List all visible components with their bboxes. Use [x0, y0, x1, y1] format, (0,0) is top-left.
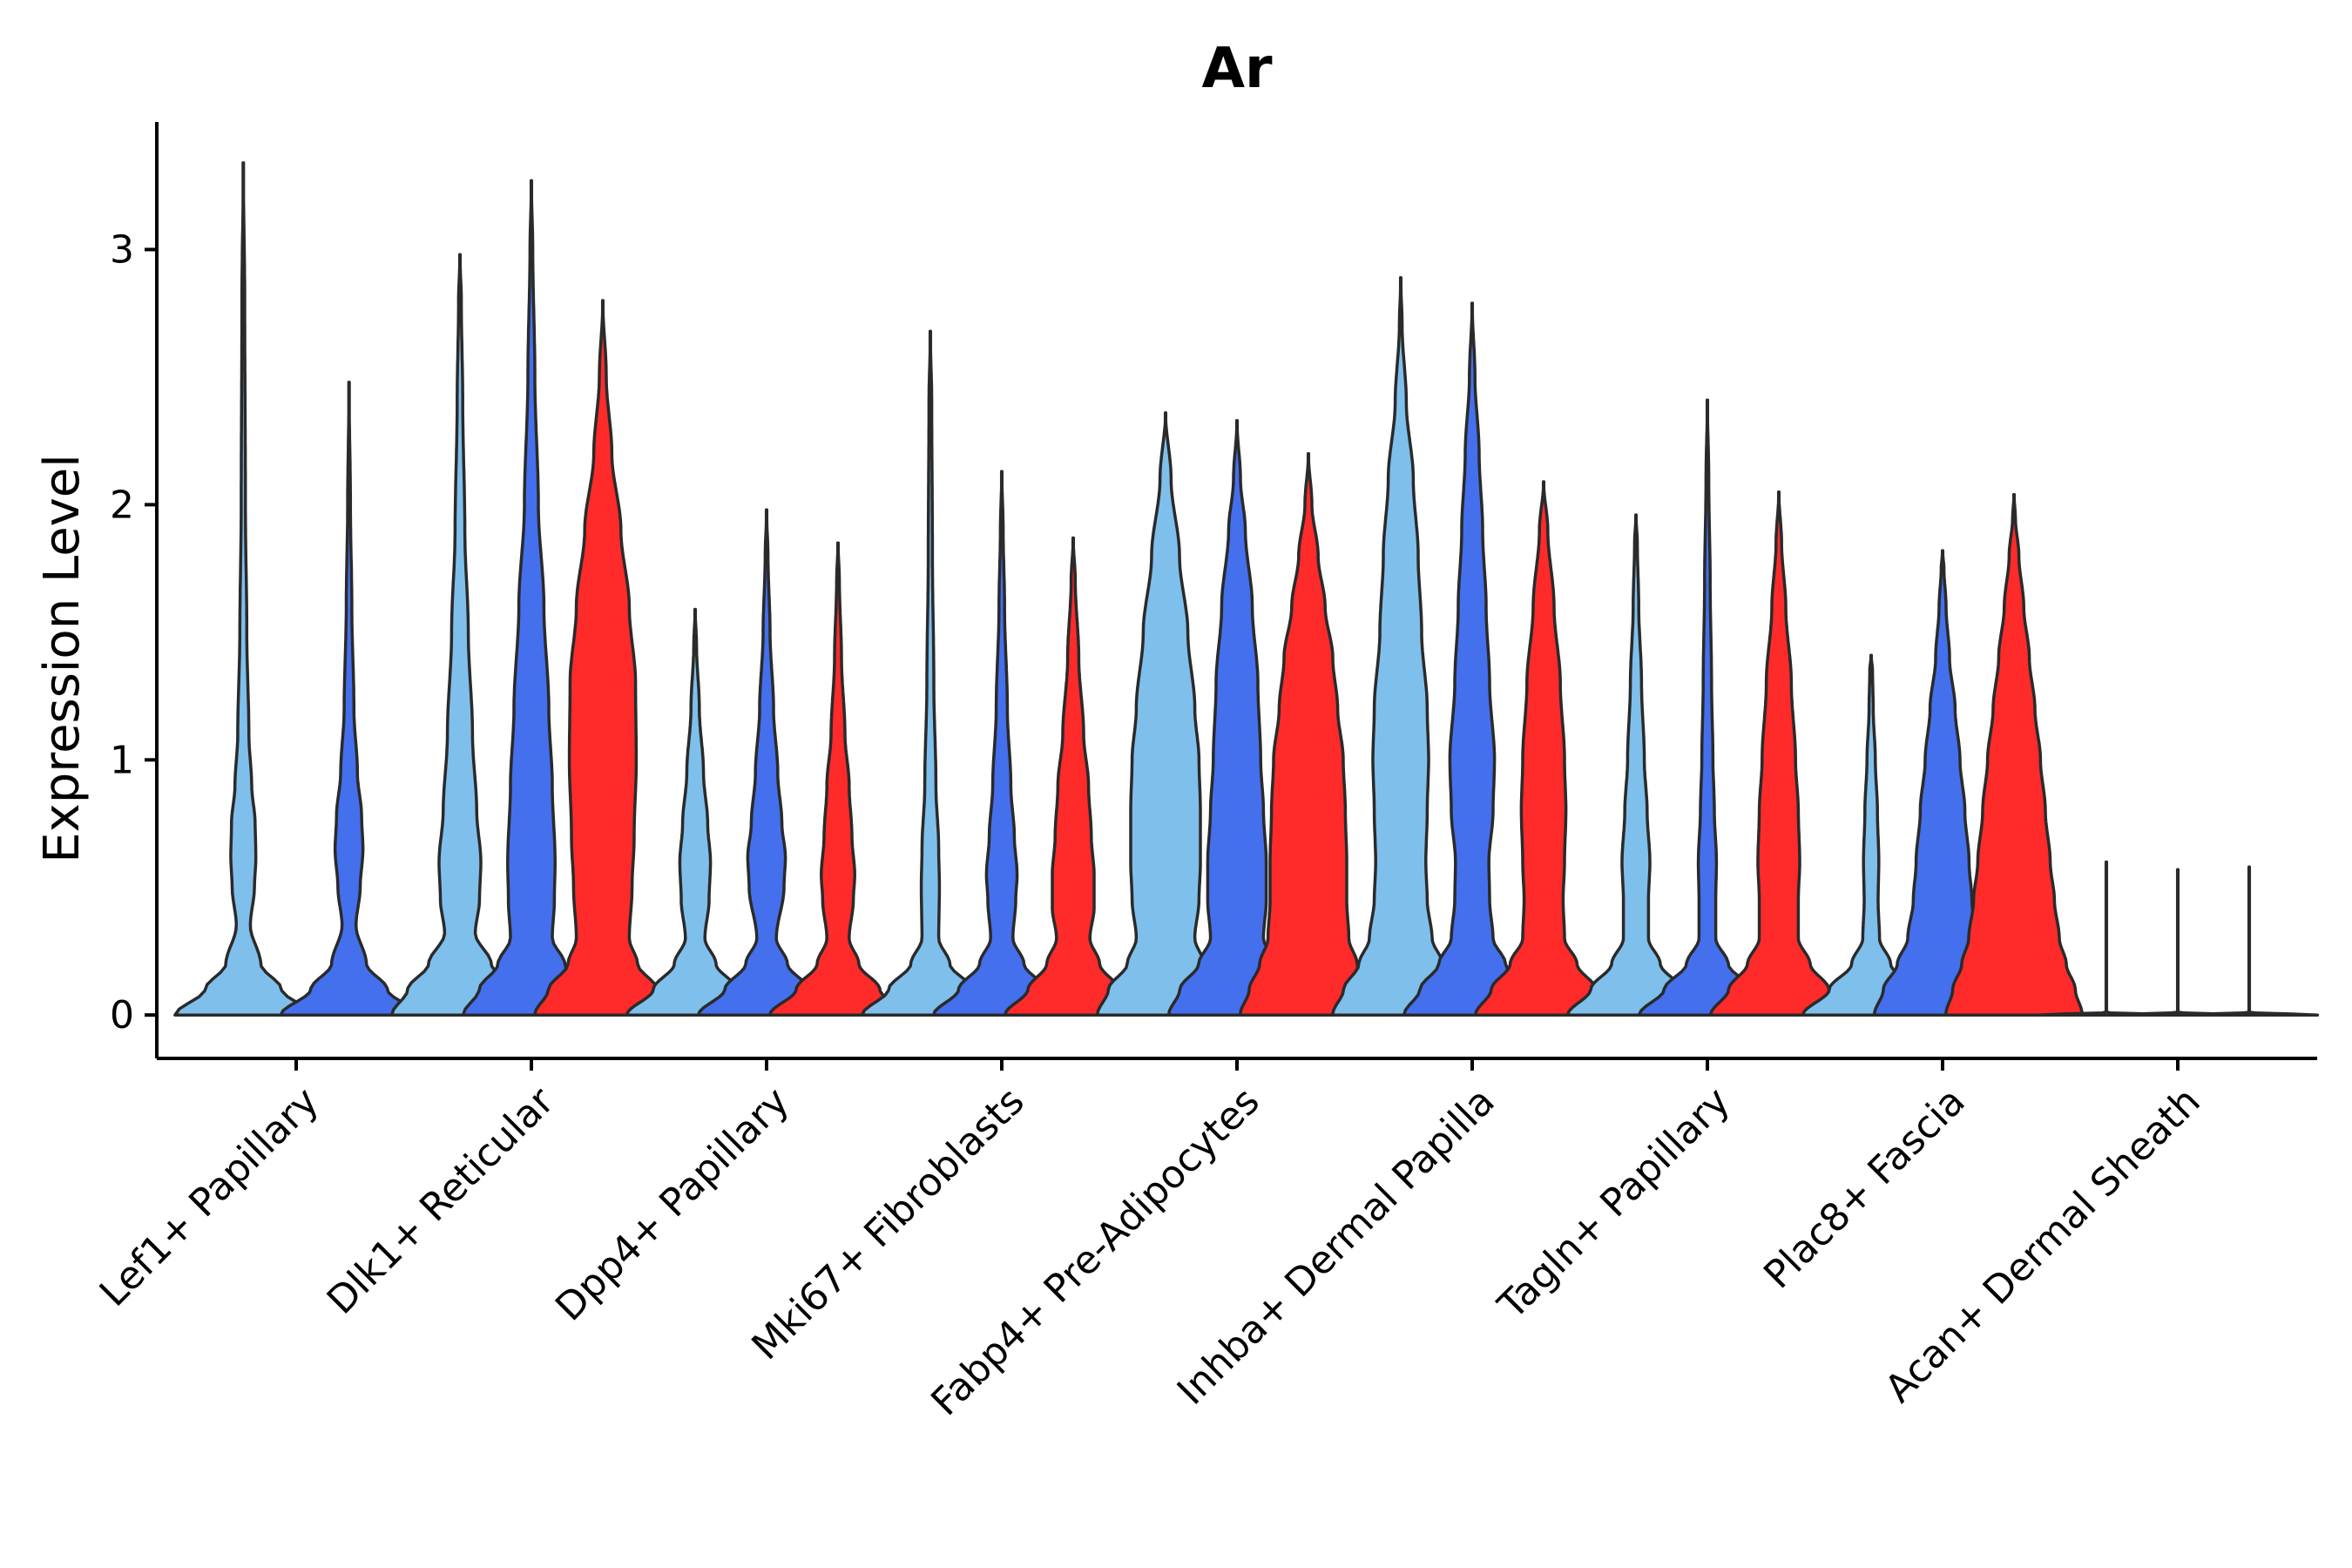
- x-tick-label: Lef1+ Papillary: [91, 1079, 328, 1315]
- violin-5-2: [1166, 418, 1308, 1017]
- violin-1-1: [173, 161, 314, 1017]
- violin-8-1: [1801, 653, 1942, 1017]
- violin-5-3: [1238, 452, 1379, 1017]
- violin-7-3: [1708, 490, 1849, 1017]
- violin-7-1: [1565, 513, 1707, 1017]
- violin-5-1: [1095, 411, 1236, 1017]
- violin-1-2: [279, 381, 419, 1017]
- violin-8-2: [1872, 549, 2013, 1017]
- y-tick-label: 0: [110, 993, 134, 1037]
- y-axis-label: Expression Level: [34, 454, 91, 863]
- y-tick-label: 1: [110, 738, 134, 782]
- chart-title: Ar: [1201, 37, 1273, 101]
- x-tick-label: Tagln+ Papillary: [1490, 1079, 1739, 1328]
- violin-6-3: [1473, 480, 1614, 1017]
- violin-2-2: [461, 179, 602, 1017]
- y-tick-label: 2: [110, 483, 134, 527]
- violin-2-1: [389, 253, 531, 1017]
- violin-6-1: [1330, 275, 1471, 1017]
- x-tick-label: Plac8+ Fascia: [1755, 1079, 1974, 1298]
- violin-3-2: [696, 508, 837, 1017]
- violin-4-3: [1003, 536, 1144, 1017]
- x-tick-label: Dlk1+ Reticular: [319, 1078, 564, 1323]
- violin-9-1: [2036, 860, 2177, 1017]
- violin-4-2: [931, 470, 1072, 1017]
- violin-3-1: [625, 607, 766, 1017]
- violin-9-3: [2179, 865, 2320, 1017]
- violin-8-3: [1943, 492, 2085, 1017]
- violin-3-3: [767, 541, 909, 1017]
- violin-6-2: [1402, 301, 1543, 1017]
- violin-4-1: [860, 329, 1001, 1017]
- violin-7-2: [1637, 398, 1778, 1017]
- x-tick-label: Dpp4+ Papillary: [547, 1079, 798, 1330]
- violin-2-3: [532, 299, 673, 1017]
- violin-9-2: [2107, 868, 2248, 1017]
- y-tick-label: 3: [110, 227, 134, 272]
- violins-layer: [173, 161, 2320, 1017]
